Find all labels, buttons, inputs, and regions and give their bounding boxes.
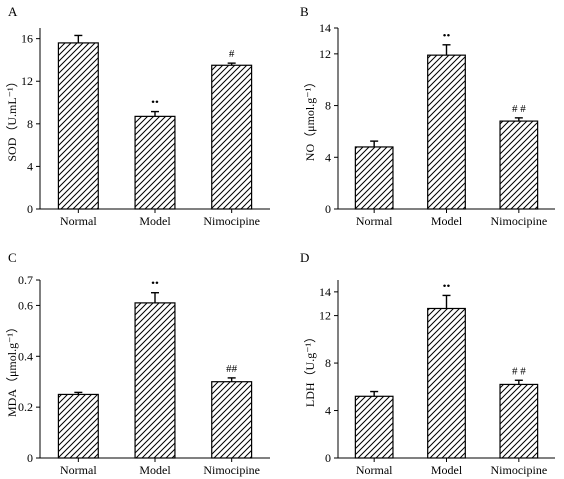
x-tick-label: Nimocipine — [491, 214, 548, 228]
x-tick-label: Normal — [356, 463, 393, 477]
x-tick-label: Nimocipine — [203, 214, 260, 228]
panel-label: C — [8, 250, 17, 265]
y-tick-label: 0 — [325, 451, 331, 465]
significance-marker: •• — [443, 30, 451, 42]
y-tick-label: 0.4 — [18, 349, 33, 363]
y-tick-label: 12 — [319, 309, 331, 323]
y-tick-label: 4 — [325, 150, 331, 164]
bar-nimocipine — [211, 64, 253, 210]
y-tick-label: 0.2 — [18, 400, 33, 414]
y-tick-label: 4 — [325, 404, 331, 418]
bar-normal — [57, 393, 99, 459]
y-tick-label: 0 — [27, 451, 33, 465]
y-tick-label: 12 — [21, 74, 33, 88]
panel-c: C 0 0.2 0.4 0.6 0.7 MDA（μmol.g⁻¹） Normal Model ••… — [5, 250, 270, 477]
y-axis-label: NO（μmol.g⁻¹） — [303, 76, 317, 161]
significance-marker: •• — [151, 97, 159, 109]
y-tick-label: 8 — [325, 356, 331, 370]
y-tick-label: 14 — [319, 285, 331, 299]
bar-normal — [57, 42, 99, 210]
significance-marker: # — [229, 48, 235, 60]
significance-marker: •• — [151, 278, 159, 290]
y-tick-label: 12 — [319, 47, 331, 61]
y-tick-label: 0 — [27, 202, 33, 216]
bar-model — [427, 54, 466, 210]
panel-label: D — [300, 250, 309, 265]
bar-nimocipine — [499, 120, 539, 210]
x-tick-label: Model — [431, 214, 463, 228]
significance-marker: ## — [226, 363, 238, 375]
panel-d: D 0 4 8 12 14 LDH（U.g⁻¹） Normal Model •• Nimocipin… — [300, 250, 555, 477]
x-tick-label: Model — [431, 463, 463, 477]
y-tick-label: 8 — [27, 117, 33, 131]
x-tick-label: Model — [139, 463, 171, 477]
x-tick-label: Normal — [60, 214, 97, 228]
y-axis-label: LDH（U.g⁻¹） — [303, 331, 317, 407]
y-tick-label: 16 — [21, 32, 33, 46]
panel-a: A 0 4 8 12 16 SOD（U.mL⁻¹） Normal Model •• Nimocipi… — [5, 4, 270, 228]
bar-model — [134, 115, 176, 210]
bar-normal — [354, 395, 394, 459]
significance-marker: # # — [512, 103, 526, 115]
panel-label: A — [8, 4, 18, 19]
y-tick-label: 4 — [27, 159, 33, 173]
bar-model — [134, 302, 176, 459]
bar-normal — [354, 146, 394, 210]
y-tick-label: 0.6 — [18, 298, 33, 312]
y-tick-label: 8 — [325, 99, 331, 113]
y-tick-label: 0.7 — [18, 273, 33, 287]
significance-marker: •• — [443, 280, 451, 292]
x-tick-label: Nimocipine — [203, 463, 260, 477]
y-tick-label: 0 — [325, 202, 331, 216]
panel-b: B 0 4 8 12 14 NO（μmol.g⁻¹） Normal Model •• Nimocip… — [300, 4, 555, 228]
y-axis-label: MDA（μmol.g⁻¹） — [5, 321, 19, 417]
x-tick-label: Nimocipine — [491, 463, 548, 477]
x-tick-label: Model — [139, 214, 171, 228]
bar-nimocipine — [211, 381, 253, 459]
x-tick-label: Normal — [60, 463, 97, 477]
panel-label: B — [300, 4, 309, 19]
significance-marker: # # — [512, 365, 526, 377]
bar-model — [427, 307, 466, 459]
bar-nimocipine — [499, 383, 539, 459]
x-tick-label: Normal — [356, 214, 393, 228]
y-tick-label: 14 — [319, 21, 331, 35]
y-axis-label: SOD（U.mL⁻¹） — [5, 75, 19, 161]
